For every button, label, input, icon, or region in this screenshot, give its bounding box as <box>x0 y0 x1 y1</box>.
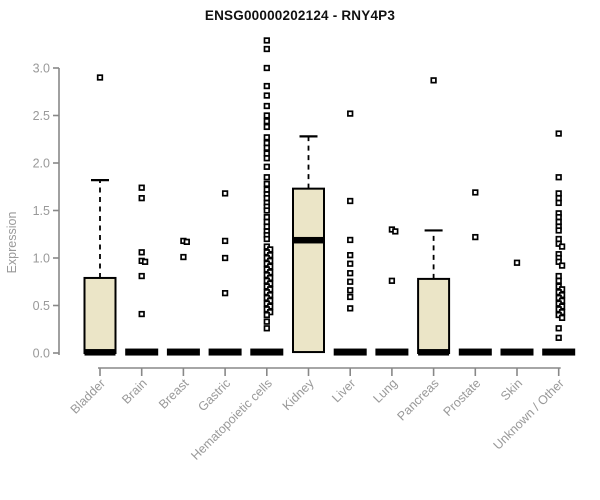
x-category-label: Hematopoietic cells <box>188 376 275 463</box>
outlier-point <box>263 180 270 188</box>
outlier-point <box>555 174 562 181</box>
collapsed-box-prostate <box>458 348 492 356</box>
x-category-label: Brain <box>119 376 150 407</box>
collapsed-box-skin <box>500 348 534 356</box>
y-tick-label: 3.0 <box>33 62 50 76</box>
outlier-point <box>263 318 270 325</box>
outlier-point <box>263 144 270 151</box>
collapsed-box-lung <box>375 348 409 356</box>
outlier-point <box>472 189 479 196</box>
outlier-point <box>555 334 562 341</box>
outlier-point <box>263 325 270 332</box>
outlier-point <box>558 314 566 321</box>
outlier-point <box>138 249 145 256</box>
collapsed-box-breast <box>166 348 200 356</box>
outlier-point <box>555 130 562 137</box>
collapsed-box-hematopoietic-cells <box>250 348 284 356</box>
outlier-point <box>555 277 562 284</box>
outlier-point <box>263 207 270 214</box>
x-category-label: Breast <box>156 376 192 412</box>
outlier-point <box>347 278 354 285</box>
x-category-label: Gastric <box>195 376 233 414</box>
outlier-point <box>263 311 270 319</box>
outlier-point <box>513 259 521 266</box>
outlier-point <box>141 258 149 265</box>
y-axis-title: Expression <box>5 212 19 274</box>
outlier-point <box>221 237 229 245</box>
y-tick-label: 0.5 <box>33 299 50 313</box>
outlier-point <box>221 254 229 262</box>
collapsed-box-brain <box>125 348 159 356</box>
outlier-point <box>430 77 437 84</box>
median-line <box>418 349 450 356</box>
outlier-point <box>263 118 270 125</box>
outlier-point <box>558 262 566 269</box>
outlier-point <box>263 235 270 243</box>
outlier-point <box>263 37 270 44</box>
collapsed-box-gastric <box>208 348 242 356</box>
outlier-point <box>347 270 354 277</box>
outlier-point <box>347 110 354 117</box>
outlier-point <box>180 253 187 261</box>
outlier-point <box>472 233 479 241</box>
x-category-label: Kidney <box>280 376 317 413</box>
outlier-point <box>347 197 354 205</box>
outlier-point <box>347 293 354 301</box>
x-category-label: Bladder <box>68 376 108 416</box>
box-bladder <box>83 276 117 355</box>
outlier-point <box>555 325 562 332</box>
outlier-point <box>263 134 270 141</box>
outlier-point <box>138 272 145 280</box>
median-line <box>293 236 324 244</box>
x-category-label: Prostate <box>441 376 484 419</box>
outlier-point <box>263 82 270 90</box>
chart-title: ENSG00000202124 - RNY4P3 <box>204 8 396 23</box>
x-category-label: Liver <box>329 376 358 405</box>
outlier-point <box>555 258 562 265</box>
outlier-point <box>347 260 354 267</box>
x-category-label: Pancreas <box>394 376 441 423</box>
collapsed-box-unknown-other <box>542 348 576 356</box>
outlier-point <box>263 45 270 53</box>
x-category-label: Lung <box>370 376 400 406</box>
outlier-point <box>263 102 270 110</box>
y-tick-label: 1.5 <box>33 204 50 218</box>
y-tick-label: 1.0 <box>33 252 50 266</box>
box-kidney <box>292 187 325 354</box>
median-line <box>84 349 116 356</box>
outlier-point <box>183 238 190 246</box>
outlier-point <box>558 243 566 250</box>
outlier-point <box>263 92 270 99</box>
outlier-point <box>392 228 399 235</box>
box-pancreas <box>417 277 451 354</box>
outlier-point <box>221 290 229 297</box>
outlier-point <box>347 305 354 312</box>
outlier-point <box>138 310 145 318</box>
outlier-point <box>138 195 145 202</box>
outlier-point <box>555 227 562 234</box>
outlier-point <box>263 163 270 170</box>
outlier-point <box>263 123 270 131</box>
outlier-point <box>263 112 270 119</box>
outlier-point <box>263 174 270 181</box>
y-tick-label: 0.0 <box>33 347 50 361</box>
outlier-point <box>221 190 229 197</box>
outlier-point <box>263 64 270 72</box>
y-tick-label: 2.5 <box>33 109 50 123</box>
outlier-point <box>138 184 145 191</box>
outlier-point <box>263 155 270 162</box>
outlier-point <box>388 277 396 284</box>
outlier-point <box>347 236 354 244</box>
outlier-point <box>555 199 562 207</box>
x-category-label: Skin <box>498 376 525 403</box>
y-tick-label: 2.0 <box>33 157 50 171</box>
x-category-label: Unknown / Other <box>491 376 567 452</box>
outlier-point <box>96 74 104 81</box>
outlier-point <box>347 287 354 294</box>
collapsed-box-liver <box>333 348 367 356</box>
outlier-point <box>347 252 354 259</box>
